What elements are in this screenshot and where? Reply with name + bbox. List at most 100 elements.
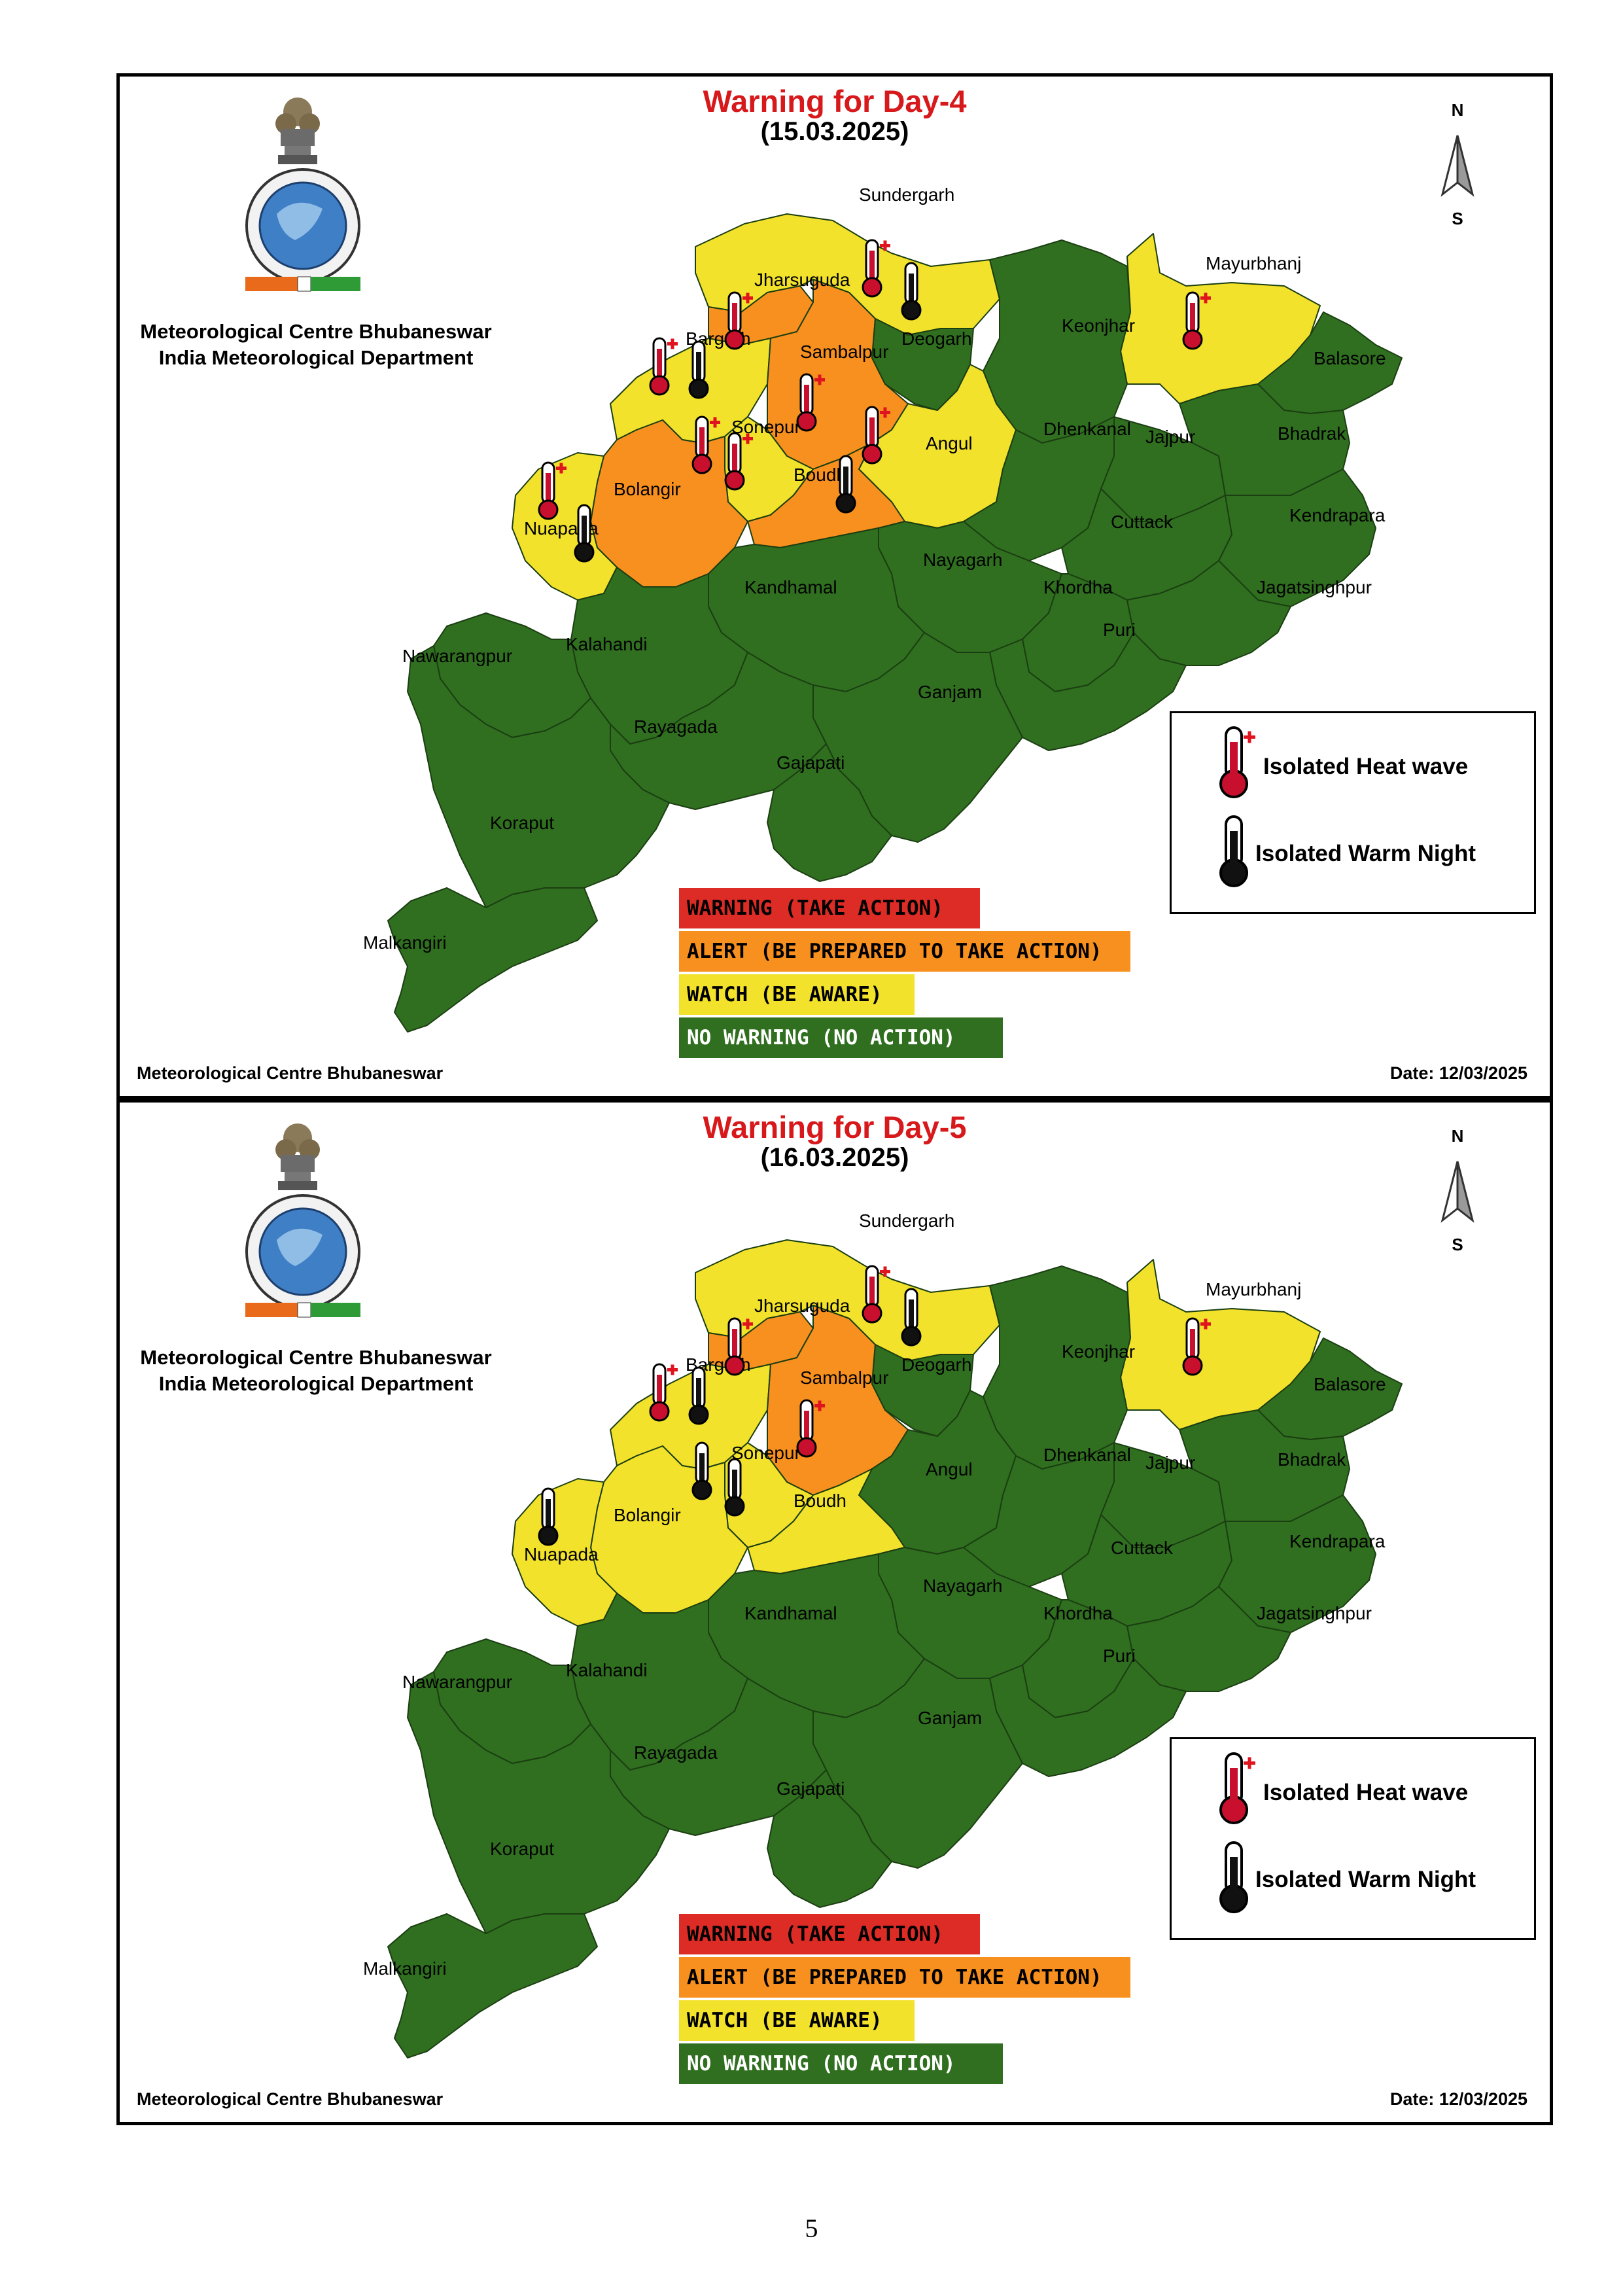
district-keonjhar [983, 1265, 1131, 1470]
district-koraput [407, 1671, 670, 1934]
thermometer-black-icon [691, 1441, 712, 1500]
icon-legend: Isolated Heat wave Isolated Warm Night [1170, 1737, 1536, 1940]
thermometer-red-plus-icon [649, 337, 678, 396]
scale-no-warning: NO WARNING (NO ACTION) [679, 1017, 1003, 1058]
organization-name: Meteorological Centre Bhubaneswar [140, 1346, 492, 1369]
thermometer-red-plus-icon [1219, 726, 1255, 798]
district-label-gajapati: Gajapati [777, 752, 845, 773]
district-label-puri: Puri [1103, 620, 1136, 640]
footer-date: Date: 12/03/2025 [1389, 2089, 1527, 2109]
district-label-ganjam: Ganjam [918, 1708, 982, 1728]
district-label-dhenkanal: Dhenkanal [1043, 1445, 1131, 1465]
thermometer-red-plus-icon [862, 1265, 890, 1324]
thermometer-red-plus-icon [796, 1399, 825, 1458]
district-label-malkangiri: Malkangiri [363, 1958, 447, 1979]
district-label-koraput: Koraput [490, 1839, 554, 1859]
district-label-bolangir: Bolangir [614, 1505, 681, 1525]
scale-no-warning: NO WARNING (NO ACTION) [679, 2043, 1003, 2084]
odisha-district-map: Sundergarh Mayurbhanj Jharsuguda Keonjhar Ba… [363, 1210, 1403, 2058]
district-label-nayagarh: Nayagarh [923, 550, 1002, 570]
district-keonjhar [983, 239, 1131, 444]
thermometer-black-icon [835, 455, 856, 514]
district-gajapati [767, 743, 892, 882]
day5-warning-panel: Warning for Day-5 (16.03.2025) Meteorolo… [116, 1099, 1553, 2125]
district-label-sambalpur: Sambalpur [800, 1368, 888, 1388]
national-emblem-icon [275, 97, 320, 164]
legend-warm-night-label: Isolated Warm Night [1255, 1867, 1476, 1892]
thermometer-red-plus-icon [538, 461, 567, 520]
district-label-kalahandi: Kalahandi [566, 634, 648, 654]
district-label-sambalpur: Sambalpur [800, 342, 888, 362]
district-label-deogarh: Deogarh [901, 1354, 971, 1375]
district-label-dhenkanal: Dhenkanal [1043, 419, 1131, 439]
district-malkangiri [387, 887, 598, 1033]
thermometer-black-icon [574, 504, 595, 563]
thermometer-red-plus-icon [691, 415, 720, 474]
district-label-kendrapara: Kendrapara [1289, 505, 1386, 525]
district-koraput [407, 645, 670, 908]
icon-legend: Isolated Heat wave Isolated Warm Night [1170, 711, 1536, 914]
district-label-koraput: Koraput [490, 813, 554, 833]
district-label-keonjhar: Keonjhar [1062, 315, 1135, 336]
scale-alert: ALERT (BE PREPARED TO TAKE ACTION) [679, 1957, 1130, 1998]
thermometer-black-icon [688, 340, 709, 399]
footer-organization: Meteorological Centre Bhubaneswar [137, 2089, 444, 2109]
national-emblem-icon [275, 1123, 320, 1190]
organization-name: Meteorological Centre Bhubaneswar [140, 320, 492, 343]
district-label-jharsuguda: Jharsuguda [754, 1296, 850, 1316]
district-label-ganjam: Ganjam [918, 682, 982, 702]
district-label-bolangir: Bolangir [614, 479, 681, 499]
district-label-kalahandi: Kalahandi [566, 1660, 648, 1680]
scale-warning: WARNING (TAKE ACTION) [679, 1914, 980, 1954]
district-label-nayagarh: Nayagarh [923, 1576, 1002, 1596]
district-label-sonepur: Sonepur [731, 417, 801, 437]
thermometer-red-plus-icon [796, 373, 825, 432]
district-label-jharsuguda: Jharsuguda [754, 270, 850, 290]
district-label-balasore: Balasore [1314, 348, 1386, 368]
district-label-khordha: Khordha [1043, 577, 1113, 597]
thermometer-red-plus-icon [1182, 291, 1211, 350]
day4-warning-panel: Warning for Day-4 (15.03.2025) Meteorolo… [116, 73, 1553, 1099]
district-label-rayagada: Rayagada [634, 716, 718, 737]
department-name: India Meteorological Department [158, 346, 474, 369]
thermometer-black-icon [724, 1458, 745, 1517]
district-label-kandhamal: Kandhamal [744, 577, 837, 597]
district-label-puri: Puri [1103, 1646, 1136, 1666]
thermometer-black-icon [1219, 1841, 1248, 1913]
compass-north: N [1452, 1126, 1464, 1146]
district-label-bhadrak: Bhadrak [1278, 1449, 1346, 1470]
imd-logo-icon [245, 168, 360, 292]
thermometer-red-plus-icon [724, 291, 753, 350]
north-arrow-icon: N S [1440, 1126, 1475, 1253]
scale-watch: WATCH (BE AWARE) [679, 2000, 915, 2041]
thermometer-black-icon [901, 262, 922, 321]
district-label-cuttack: Cuttack [1111, 1538, 1174, 1558]
district-label-sonepur: Sonepur [731, 1443, 801, 1463]
compass-south: S [1452, 1235, 1463, 1253]
footer-organization: Meteorological Centre Bhubaneswar [137, 1063, 444, 1083]
thermometer-red-plus-icon [1219, 1752, 1255, 1824]
district-label-mayurbhanj: Mayurbhanj [1206, 253, 1301, 274]
district-label-bhadrak: Bhadrak [1278, 423, 1346, 444]
legend-warm-night-label: Isolated Warm Night [1255, 841, 1476, 866]
district-label-rayagada: Rayagada [634, 1742, 718, 1763]
district-label-boudh: Boudh [794, 1491, 846, 1511]
district-label-jagatsinghpur: Jagatsinghpur [1257, 1603, 1372, 1623]
district-label-angul: Angul [926, 433, 973, 453]
scale-alert: ALERT (BE PREPARED TO TAKE ACTION) [679, 931, 1130, 972]
thermometer-red-plus-icon [862, 406, 890, 465]
north-arrow-icon: N S [1440, 100, 1475, 227]
compass-north: N [1452, 100, 1464, 120]
district-label-kendrapara: Kendrapara [1289, 1531, 1386, 1551]
district-label-kandhamal: Kandhamal [744, 1603, 837, 1623]
page-number: 5 [805, 2214, 818, 2243]
panel-title: Warning for Day-4 [703, 84, 967, 118]
panel-date: (16.03.2025) [760, 1143, 909, 1172]
district-label-jajpur: Jajpur [1145, 427, 1195, 447]
district-label-deogarh: Deogarh [901, 328, 971, 349]
district-label-balasore: Balasore [1314, 1374, 1386, 1394]
thermometer-red-plus-icon [724, 1317, 753, 1376]
district-gajapati [767, 1769, 892, 1908]
panel-date: (15.03.2025) [760, 117, 909, 146]
district-label-sundergarh: Sundergarh [859, 185, 954, 205]
